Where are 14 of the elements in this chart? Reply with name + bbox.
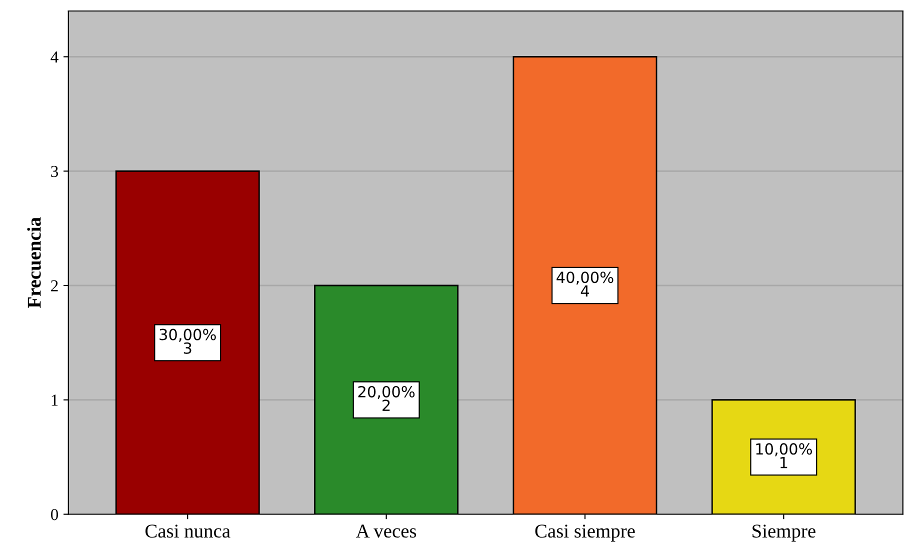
y-tick-label: 0 [50,508,58,520]
x-tick-label: Casi nunca [145,524,230,538]
y-tick-label: 1 [52,394,58,406]
y-tick-label: 3 [51,166,58,178]
data-label: 20,00% 2 [358,386,415,411]
x-tick-label: A veces [356,524,416,538]
data-label: 40,00% 4 [556,272,614,297]
x-tick-label: Casi siempre [535,524,635,542]
data-label: 30,00% 3 [160,328,216,354]
y-tick-label: 4 [50,52,58,63]
x-tick-label: Siempre [752,524,816,542]
y-axis-title: Frecuencia [27,217,41,308]
y-tick-label: 2 [51,280,58,292]
data-label: 10,00% 1 [756,443,812,468]
